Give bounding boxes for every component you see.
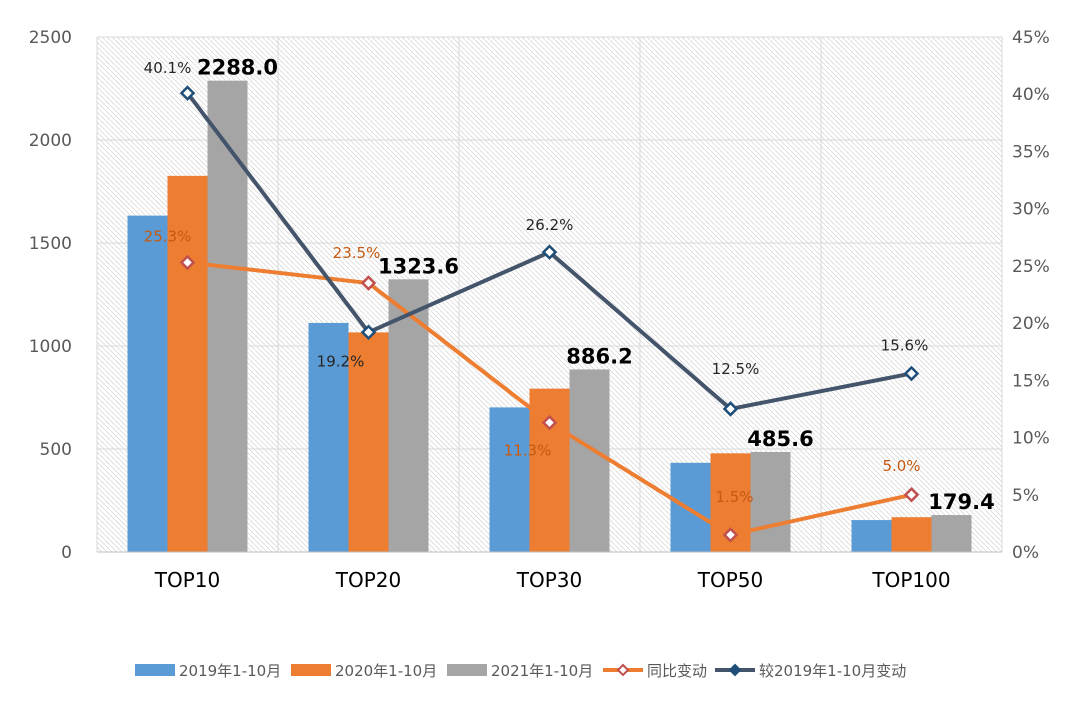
left-tick-label: 0 [61,543,72,563]
bar-top100-series1 [851,520,892,552]
line-marker-2 [722,401,739,417]
yoy-label: 23.5% [333,244,381,262]
legend-label: 同比变动 [647,662,707,680]
line-marker-2 [360,324,377,341]
yoy-label: 5.0% [882,457,920,475]
right-tick-label: 25% [1012,257,1050,277]
legend-swatch [135,664,175,676]
bar-value-label: 1323.6 [378,254,459,278]
line-marker-1 [722,527,739,543]
bar-top30-series1 [489,407,530,552]
legend-marker [728,663,742,677]
bar-top100-series2 [891,517,932,552]
vs2019-label: 19.2% [317,352,365,370]
category-label: TOP100 [871,568,950,592]
bar-value-label: 886.2 [566,344,632,368]
yoy-label: 1.5% [715,488,753,506]
bar-top50-series1 [670,462,711,552]
line-marker-2 [541,244,558,260]
vs2019-label: 12.5% [712,360,760,378]
right-tick-label: 5% [1012,486,1039,506]
left-tick-label: 1500 [29,234,72,254]
line-marker-2 [179,85,196,101]
bar-value-label: 485.6 [747,427,813,451]
yoy-label: 25.3% [144,227,192,245]
category-label: TOP30 [516,568,582,592]
category-label: TOP10 [154,568,220,592]
left-tick-label: 2500 [29,28,72,48]
right-tick-label: 45% [1012,28,1050,48]
line-marker-1 [541,414,558,431]
left-tick-label: 500 [40,440,72,460]
vs2019-label: 40.1% [144,59,192,77]
line-marker-1 [179,254,196,271]
left-tick-label: 1000 [29,337,72,357]
bar-top100-series3 [931,515,972,552]
right-tick-label: 15% [1012,371,1050,391]
bar-top30-series3 [569,369,610,552]
bar-value-label: 179.4 [928,490,994,514]
bar-top20-series2 [348,332,389,552]
bar-top10-series1 [127,215,168,553]
right-tick-label: 0% [1012,543,1039,563]
bar-top50-series3 [750,451,791,552]
bar-top20-series1 [308,322,349,552]
yoy-label: 11.3% [504,442,552,460]
right-tick-label: 30% [1012,200,1050,220]
category-label: TOP20 [335,568,401,592]
legend-label: 2020年1-10月 [335,662,437,680]
bar-top10-series2 [167,175,208,552]
right-tick-label: 40% [1012,85,1050,105]
legend-swatch [447,664,487,676]
vs2019-label: 26.2% [526,216,574,234]
legend-label: 较2019年1-10月变动 [759,662,906,680]
vs2019-label: 15.6% [881,336,929,354]
line-marker-1 [903,487,920,503]
bar-value-label: 2288.0 [197,56,278,80]
right-tick-label: 35% [1012,142,1050,162]
line-marker-2 [903,365,920,382]
legend-swatch [291,664,331,676]
line-marker-1 [360,275,377,291]
right-tick-label: 20% [1012,314,1050,334]
bar-top10-series3 [207,80,248,552]
category-label: TOP50 [697,568,763,592]
left-tick-label: 2000 [29,131,72,151]
legend-label: 2021年1-10月 [491,662,593,680]
legend-label: 2019年1-10月 [179,662,281,680]
legend-marker [616,663,630,677]
right-tick-label: 10% [1012,429,1050,449]
